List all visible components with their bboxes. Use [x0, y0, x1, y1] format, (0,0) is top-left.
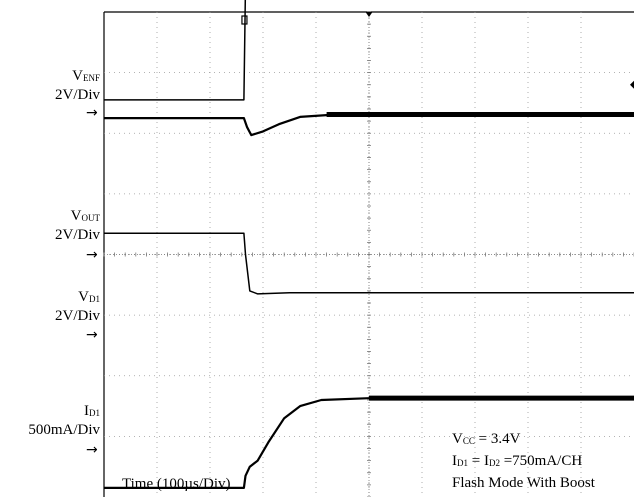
trace-venf [104, 0, 247, 101]
annotation-current: ID1 = ID2 =750mA/CH [452, 453, 583, 469]
channel-scale-vout: 2V/Div [55, 227, 100, 243]
channel-scale-venf: 2V/Div [55, 87, 100, 103]
ground-arrow-vout: → [86, 247, 98, 263]
trace-vout [104, 113, 634, 137]
center-marker [365, 12, 373, 17]
time-axis-label: Time (100µs/Div) [122, 476, 231, 492]
annotation-vcc: VCC = 3.4V [452, 431, 521, 447]
traces [104, 0, 634, 489]
trigger-markers [241, 12, 634, 89]
channel-label-vout: VOUT 2V/Div [10, 208, 100, 244]
trigger-marker [241, 15, 248, 25]
channel-scale-vd1: 2V/Div [55, 308, 100, 324]
channel-label-venf: VENF 2V/Div [10, 68, 100, 104]
channel-scale-id1: 500mA/Div [28, 422, 100, 438]
channel-label-vd1: VD1 2V/Div [10, 289, 100, 325]
trace-vd1 [104, 232, 634, 295]
trigger-level-marker [630, 80, 634, 89]
graticule [103, 11, 634, 497]
trace-id1 [104, 397, 634, 489]
ground-arrow-venf: → [86, 105, 98, 121]
channel-label-id1: ID1 500mA/Div [10, 403, 100, 439]
annotation-mode: Flash Mode With Boost [452, 475, 595, 491]
ground-arrow-vd1: → [86, 327, 98, 343]
ground-arrow-id1: → [86, 442, 98, 458]
